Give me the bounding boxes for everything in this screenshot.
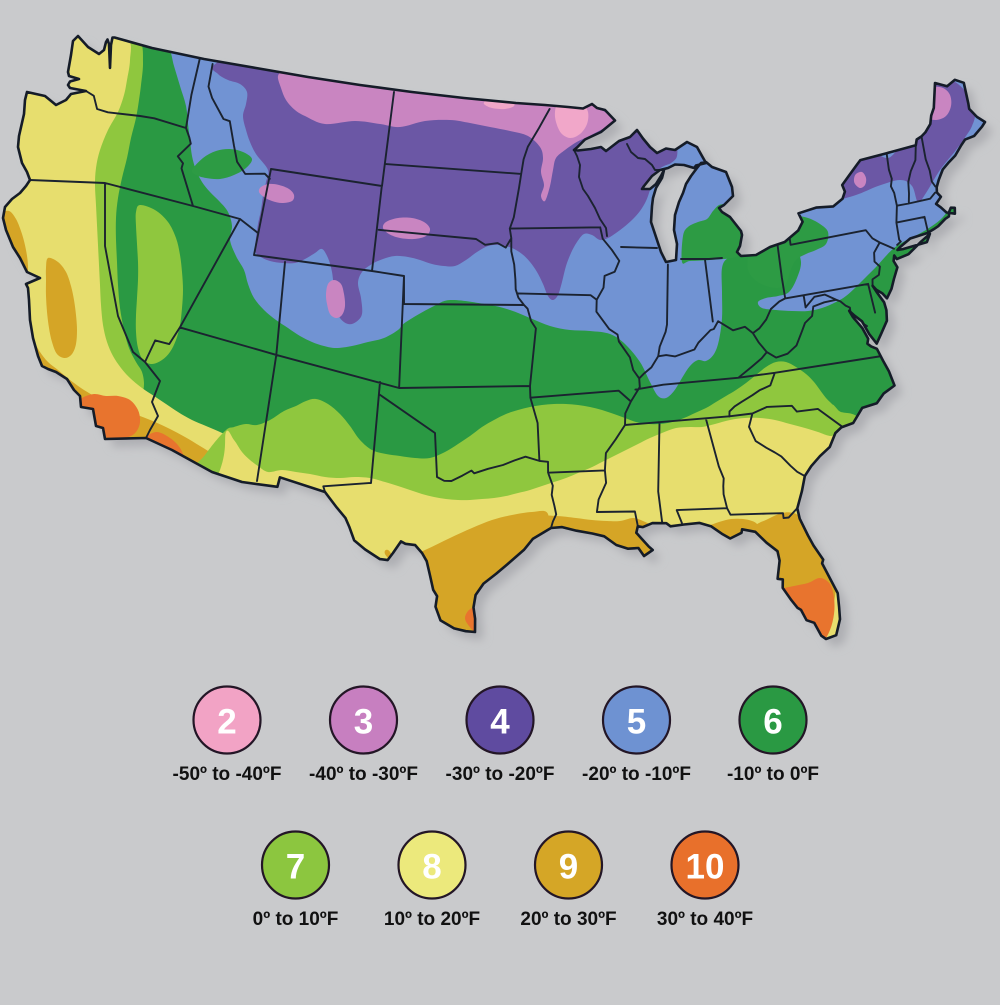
svg-text:10º to 20ºF: 10º to 20ºF bbox=[384, 909, 480, 930]
svg-text:9: 9 bbox=[559, 848, 578, 887]
svg-text:30º to 40ºF: 30º to 40ºF bbox=[657, 909, 753, 930]
svg-text:7: 7 bbox=[286, 848, 305, 887]
svg-text:-30º to -20ºF: -30º to -20ºF bbox=[446, 764, 555, 785]
svg-text:2: 2 bbox=[217, 703, 236, 742]
svg-text:-10º to 0ºF: -10º to 0ºF bbox=[727, 764, 819, 785]
svg-text:4: 4 bbox=[490, 703, 510, 742]
svg-text:8: 8 bbox=[422, 848, 441, 887]
svg-text:-40º to -30ºF: -40º to -30ºF bbox=[309, 764, 418, 785]
svg-text:-20º to -10ºF: -20º to -10ºF bbox=[582, 764, 691, 785]
svg-text:10: 10 bbox=[686, 848, 725, 887]
svg-text:20º to 30ºF: 20º to 30ºF bbox=[520, 909, 616, 930]
svg-text:5: 5 bbox=[627, 703, 646, 742]
svg-text:0º to 10ºF: 0º to 10ºF bbox=[253, 909, 339, 930]
svg-text:6: 6 bbox=[763, 703, 782, 742]
svg-text:3: 3 bbox=[354, 703, 373, 742]
svg-text:-50º to -40ºF: -50º to -40ºF bbox=[173, 764, 282, 785]
